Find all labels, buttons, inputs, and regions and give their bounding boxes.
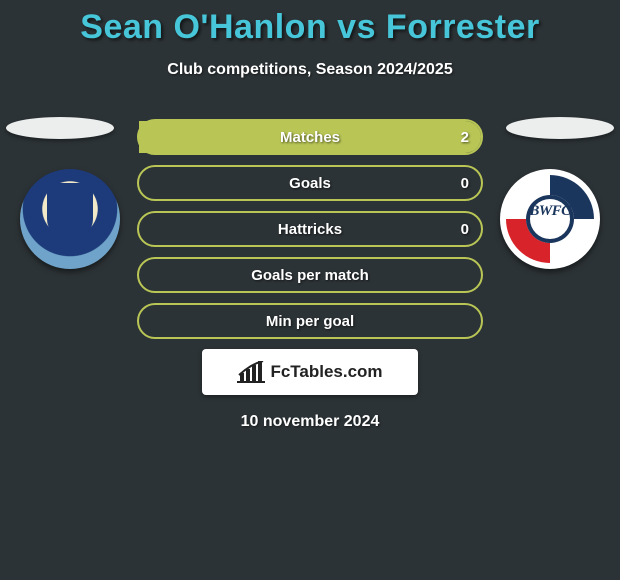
stat-row: Matches 2 [137,119,483,155]
stat-label: Min per goal [266,313,354,330]
right-player-disc [506,117,614,139]
left-player-disc [6,117,114,139]
stat-row: Hattricks 0 [137,211,483,247]
stat-label: Matches [280,129,340,146]
snapshot-date: 10 november 2024 [0,413,620,431]
page-title: Sean O'Hanlon vs Forrester [0,0,620,47]
stat-label: Goals per match [251,267,369,284]
left-club-badge [20,169,120,269]
branding-box[interactable]: FcTables.com [202,349,418,395]
stat-rows: Matches 2 Goals 0 Hattricks 0 Goals per match M… [137,119,483,339]
stat-row: Min per goal [137,303,483,339]
right-club-badge-text: BWFC [500,203,600,220]
stat-label: Hattricks [278,221,342,238]
branding-text: FcTables.com [270,362,382,382]
stat-label: Goals [289,175,331,192]
stat-value-right: 2 [461,129,469,146]
comparison-area: BWFC Matches 2 Goals 0 Hattricks 0 Goals per m… [0,119,620,431]
chart-icon [237,361,265,383]
stat-value-right: 0 [461,175,469,192]
stat-row: Goals 0 [137,165,483,201]
page-subtitle: Club competitions, Season 2024/2025 [0,61,620,79]
stat-row: Goals per match [137,257,483,293]
stat-value-right: 0 [461,221,469,238]
